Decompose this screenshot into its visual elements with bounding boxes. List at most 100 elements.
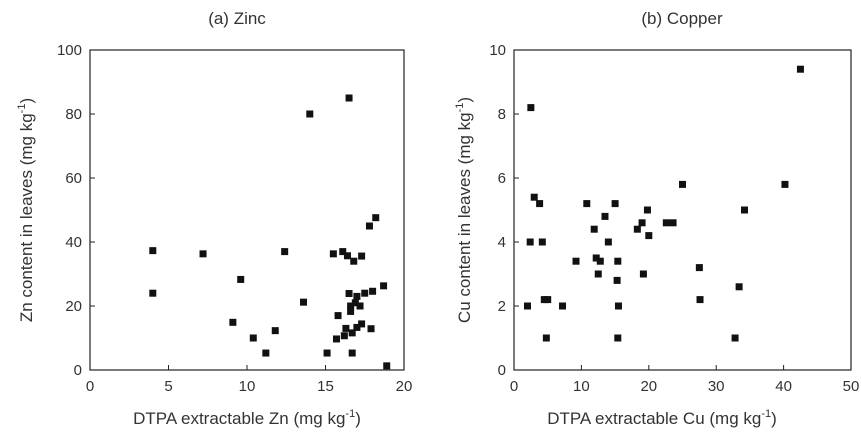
data-point-copper [527,104,535,112]
data-point-zinc [149,289,157,297]
data-point-copper [662,219,670,227]
data-point-copper [781,180,789,188]
data-point-zinc [348,349,356,357]
y-tick-label-zinc: 80 [65,106,82,123]
data-point-copper [735,283,743,291]
data-point-zinc [281,248,289,256]
data-point-zinc [358,320,366,328]
data-point-zinc [372,214,380,222]
data-point-copper [679,180,686,188]
data-point-zinc [348,329,356,337]
data-point-copper [594,270,602,278]
data-point-copper [536,200,544,208]
data-point-zinc [329,250,337,258]
y-tick-label-copper: 2 [498,298,506,315]
y-tick-label-copper: 4 [498,234,506,251]
data-point-zinc [353,292,361,300]
data-point-copper [572,257,580,265]
plot-frame-copper [513,49,852,371]
data-point-zinc [306,110,314,118]
x-tick-label-zinc: 15 [317,378,334,395]
y-tick-label-zinc: 60 [65,170,82,187]
data-point-copper [796,65,804,73]
data-point-copper [639,270,647,278]
data-point-zinc [353,323,361,331]
y-tick-label-copper: 10 [489,42,506,59]
x-axis-label-zinc: DTPA extractable Zn (mg kg-1) [133,408,361,428]
data-point-zinc [149,247,157,255]
panel-copper: (b) Copper 0 10 20 30 40 50 0 2 4 6 8 10 DTPA extra… [454,9,859,428]
x-tick-label-copper: 40 [775,378,792,395]
data-point-copper [613,276,621,284]
data-point-copper [530,193,538,201]
data-point-zinc [380,282,388,290]
data-points-zinc [149,94,391,370]
data-point-zinc [345,94,353,102]
x-tick-label-copper: 20 [640,378,657,395]
x-tick-label-zinc: 10 [239,378,256,395]
data-point-zinc [249,334,257,342]
data-points-copper [523,65,804,342]
data-point-copper [669,219,677,227]
x-tick-label-zinc: 0 [86,378,94,395]
y-tick-label-copper: 8 [498,106,506,123]
data-point-copper [526,238,534,246]
data-point-copper [544,296,552,304]
x-tick-label-copper: 30 [708,378,725,395]
data-point-zinc [300,298,308,306]
y-tick-label-zinc: 40 [65,234,82,251]
data-point-zinc [361,289,369,297]
data-point-zinc [383,362,391,370]
data-point-copper [596,257,604,265]
y-tick-label-copper: 0 [498,362,506,379]
data-point-zinc [199,250,207,258]
data-point-zinc [262,349,270,357]
data-point-copper [741,206,749,214]
axis-ticks-zinc: 0 5 10 15 20 0 20 40 60 80 100 [57,42,412,395]
x-axis-label-copper: DTPA extractable Cu (mg kg-1) [547,408,777,428]
data-point-copper [614,334,622,342]
data-point-zinc [229,318,237,326]
data-point-zinc [342,324,350,332]
data-point-zinc [356,302,364,310]
y-tick-label-zinc: 20 [65,298,82,315]
data-point-copper [590,225,598,233]
data-point-zinc [358,252,366,260]
data-point-copper [645,232,653,240]
data-point-copper [614,302,622,310]
data-point-zinc [350,257,358,265]
y-tick-label-zinc: 100 [57,42,82,59]
chart-title-zinc: (a) Zinc [208,9,266,28]
data-point-copper [542,334,550,342]
data-point-zinc [345,290,353,298]
x-tick-label-zinc: 20 [396,378,413,395]
data-point-copper [538,238,546,246]
y-axis-label-zinc: Zn content in leaves (mg kg-1) [16,98,36,322]
y-tick-label-zinc: 0 [74,362,82,379]
data-point-zinc [367,325,375,333]
data-point-zinc [340,332,348,340]
data-point-copper [592,254,600,262]
data-point-copper [731,334,739,342]
data-point-zinc [334,312,342,320]
data-point-zinc [347,307,355,315]
data-point-zinc [343,252,351,260]
axis-ticks-copper: 0 10 20 30 40 50 0 2 4 6 8 10 [489,42,859,395]
data-point-zinc [369,287,377,295]
data-point-copper [633,225,641,233]
data-point-copper [523,302,531,310]
data-point-zinc [332,335,340,343]
chart-title-copper: (b) Copper [641,9,723,28]
data-point-zinc [347,302,355,310]
x-tick-label-zinc: 5 [164,378,172,395]
data-point-copper [643,206,651,214]
data-point-zinc [271,327,279,335]
data-point-copper [559,302,567,310]
y-tick-label-copper: 6 [498,170,506,187]
data-point-copper [696,296,704,304]
data-point-zinc [351,299,359,307]
plot-frame-zinc [89,49,405,371]
data-point-copper [695,264,703,272]
data-point-zinc [339,248,347,256]
